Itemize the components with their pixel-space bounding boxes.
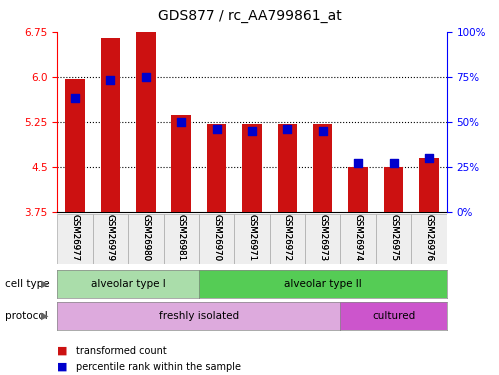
Text: GSM26973: GSM26973 (318, 214, 327, 261)
Text: GSM26973: GSM26973 (318, 214, 327, 261)
Bar (243, 124, 261, 212)
Bar (57, 214, 93, 264)
Text: percentile rank within the sample: percentile rank within the sample (76, 362, 242, 372)
Text: GSM26975: GSM26975 (389, 214, 398, 261)
Point (142, 74, 150, 80)
Text: GSM26979: GSM26979 (106, 214, 115, 261)
Point (425, 155, 433, 161)
Text: GSM26970: GSM26970 (212, 214, 221, 261)
Text: freshly isolated: freshly isolated (159, 311, 239, 321)
Text: GSM26970: GSM26970 (212, 214, 221, 261)
Bar (269, 214, 305, 264)
Text: GSM26971: GSM26971 (248, 214, 256, 261)
Bar (199, 214, 235, 264)
Bar (277, 124, 297, 212)
Text: GSM26976: GSM26976 (425, 214, 434, 261)
Bar (136, 32, 156, 212)
Bar (101, 38, 120, 212)
Text: alveolar type II: alveolar type II (284, 279, 362, 289)
Text: GSM26980: GSM26980 (141, 214, 150, 261)
Bar (235, 214, 269, 264)
Bar (340, 214, 376, 264)
Bar (411, 214, 447, 264)
Point (177, 119, 185, 125)
Text: GSM26977: GSM26977 (70, 214, 79, 261)
Point (283, 126, 291, 132)
Bar (172, 115, 191, 212)
Point (319, 128, 327, 134)
Text: GSM26975: GSM26975 (389, 214, 398, 261)
Bar (305, 214, 340, 264)
Text: GDS877 / rc_AA799861_at: GDS877 / rc_AA799861_at (158, 9, 341, 23)
Point (390, 160, 398, 166)
Text: cultured: cultured (372, 311, 415, 321)
Text: ▶: ▶ (41, 279, 49, 289)
Bar (419, 158, 439, 212)
Text: GSM26976: GSM26976 (425, 214, 434, 261)
Point (213, 126, 221, 132)
Text: GSM26972: GSM26972 (283, 214, 292, 261)
Bar (376, 214, 411, 264)
Text: ■: ■ (57, 362, 68, 372)
Point (71, 96, 79, 102)
Text: cell type: cell type (5, 279, 49, 289)
Bar (384, 167, 403, 212)
Text: GSM26972: GSM26972 (283, 214, 292, 261)
Text: protocol: protocol (5, 311, 48, 321)
Text: GSM26971: GSM26971 (248, 214, 256, 261)
Point (354, 160, 362, 166)
Text: alveolar type I: alveolar type I (91, 279, 166, 289)
Point (106, 78, 114, 84)
Text: ▶: ▶ (41, 311, 49, 321)
Text: ■: ■ (57, 346, 68, 355)
Bar (65, 79, 85, 212)
Bar (348, 167, 368, 212)
Bar (313, 124, 332, 212)
Text: GSM26977: GSM26977 (70, 214, 79, 261)
Text: GSM26974: GSM26974 (354, 214, 363, 261)
Text: GSM26980: GSM26980 (141, 214, 150, 261)
Text: GSM26981: GSM26981 (177, 214, 186, 261)
Bar (93, 214, 128, 264)
Bar (207, 124, 227, 212)
Text: GSM26979: GSM26979 (106, 214, 115, 261)
Point (248, 128, 256, 134)
Text: GSM26974: GSM26974 (354, 214, 363, 261)
Text: GSM26981: GSM26981 (177, 214, 186, 261)
Bar (128, 214, 164, 264)
Bar (164, 214, 199, 264)
Text: transformed count: transformed count (76, 346, 167, 355)
